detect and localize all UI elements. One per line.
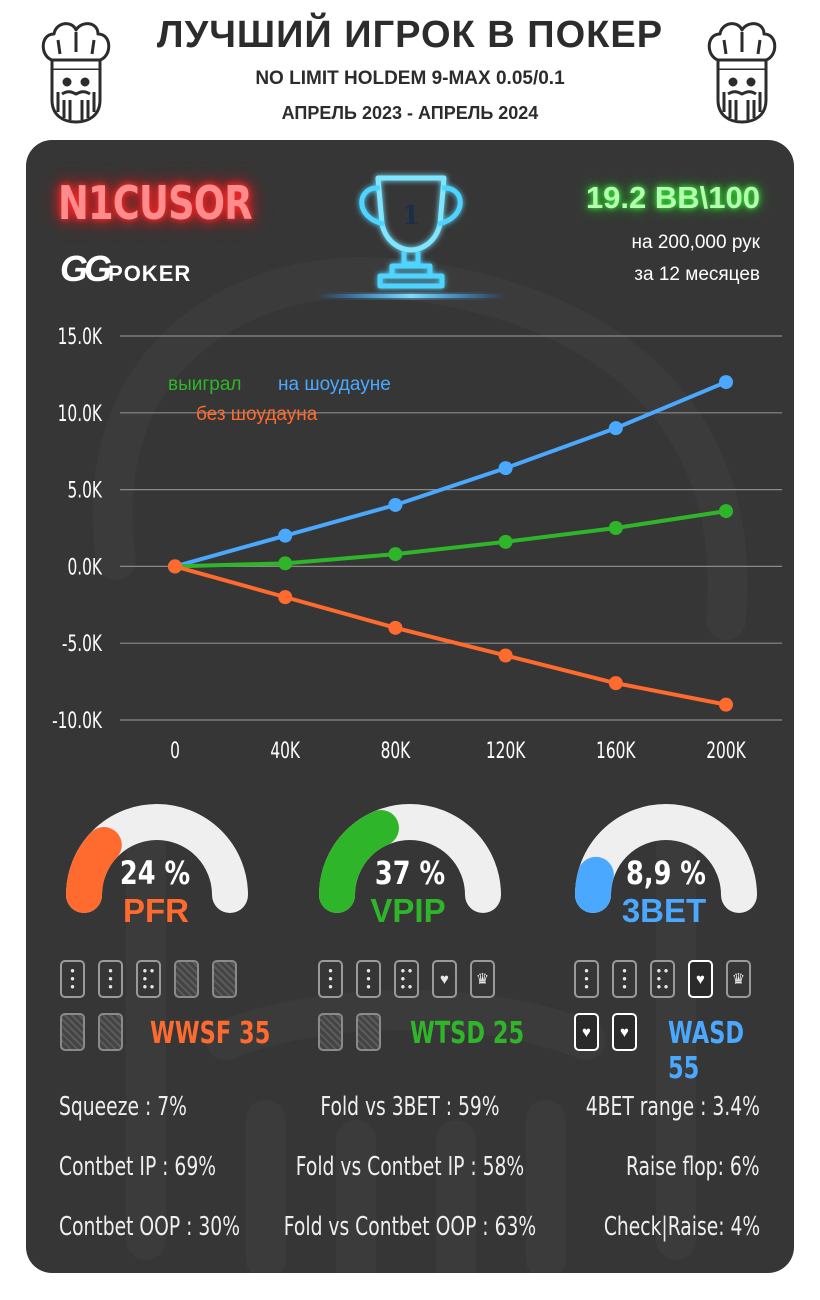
page-period: АПРЕЛЬ 2023 - АПРЕЛЬ 2024 — [281, 103, 539, 123]
stat-raise-flop: Raise flop: 6% — [626, 1152, 760, 1182]
stats-panel: N1CUSOR GGPOKER 1 19.2 BB\100 на 200,000… — [26, 140, 794, 1273]
site-logo: GGPOKER — [60, 248, 191, 290]
stat-fold-vs-contbet-oop: Fold vs Contbet OOP : 63% — [283, 1212, 537, 1242]
trophy-icon: 1 — [316, 175, 506, 298]
stat-check-raise: Check|Raise: 4% — [603, 1212, 760, 1242]
wwsf-stat: WWSF 35 — [150, 1016, 271, 1051]
data-point-won — [608, 521, 623, 535]
card-back-icon — [318, 1013, 343, 1051]
x-tick-label: 120K — [486, 738, 526, 763]
y-tick-label: 10.0K — [58, 401, 103, 426]
stat-contbet-ip: Contbet IP : 69% — [59, 1152, 217, 1182]
x-tick-label: 0 — [170, 738, 180, 763]
pfr-gauge — [66, 804, 248, 913]
data-point-non_showdown — [719, 697, 733, 712]
stat-fold-vs-3bet: Fold vs 3BET : 59% — [320, 1092, 500, 1122]
card-back-icon — [60, 1013, 85, 1051]
data-point-won — [498, 534, 513, 549]
vpip-gauge — [319, 804, 501, 913]
winnings-line-chart: 15.0K 10.0K 5.0K 0.0K -5.0K -10.0K 0 40K 80K 120K… — [52, 324, 782, 764]
stat-squeeze: Squeeze : 7% — [59, 1092, 187, 1122]
data-point-non_showdown — [278, 590, 293, 605]
card-back-icon — [212, 960, 237, 998]
card-icon: ● ● ● — [98, 960, 123, 998]
3bet-gauge — [574, 804, 757, 913]
card-back-icon — [174, 960, 199, 998]
card-back-icon — [356, 1013, 381, 1051]
heart-card-icon: ♥ — [432, 960, 457, 998]
series-line-non_showdown — [174, 564, 727, 707]
stat-contbet-oop: Contbet OOP : 30% — [59, 1212, 241, 1242]
vpip-label: VPIP — [370, 892, 446, 929]
3bet-label: 3BET — [621, 892, 707, 929]
chef-king-icon — [41, 22, 111, 124]
wasd-stat: WASD 55 — [668, 1016, 745, 1086]
player-name: N1CUSOR — [58, 176, 253, 230]
y-tick-label: -5.0K — [62, 632, 103, 657]
stat-fold-vs-contbet-ip: Fold vs Contbet IP : 58% — [295, 1152, 525, 1182]
y-tick-label: 5.0K — [67, 478, 102, 503]
legend-non-showdown: без шоудауна — [196, 404, 318, 425]
stat-4bet-range: 4BET range : 3.4% — [585, 1092, 760, 1122]
card-icon: ● ● ● — [318, 960, 343, 998]
data-point-showdown — [608, 421, 623, 436]
x-tick-label: 80K — [381, 738, 411, 763]
hands-count: на 200,000 рук — [631, 232, 760, 253]
card-icon: ● ● ● ● ● — [650, 960, 675, 998]
trophy-rank: 1 — [402, 201, 420, 231]
series-line-won — [174, 509, 727, 569]
data-point-won — [719, 504, 733, 519]
card-icon: ● ● ● ● ● — [136, 960, 161, 998]
data-point-non_showdown — [608, 676, 623, 691]
card-back-icon — [98, 1013, 123, 1051]
winrate: 19.2 BB\100 — [585, 180, 760, 215]
x-tick-label: 160K — [596, 738, 636, 763]
3bet-value: 8,9 % — [626, 854, 706, 892]
heart-card-icon: ♥ — [612, 1013, 637, 1051]
data-point-showdown — [498, 461, 513, 476]
crown-card-icon: ♛ — [470, 960, 495, 998]
site-logo-gg: GG — [60, 248, 112, 289]
y-tick-label: 0.0K — [67, 555, 102, 580]
x-tick-label: 40K — [270, 738, 300, 763]
crown-card-icon: ♛ — [726, 960, 751, 998]
site-logo-poker: POKER — [108, 261, 192, 286]
chef-king-icon — [707, 22, 777, 124]
wtsd-stat: WTSD 25 — [410, 1016, 525, 1051]
card-icon: ● ● ● — [612, 960, 637, 998]
data-point-showdown — [719, 375, 733, 390]
heart-card-icon: ♥ — [688, 960, 713, 998]
y-tick-label: 15.0K — [58, 324, 103, 349]
card-icon: ● ● ● — [60, 960, 85, 998]
legend-won: выиграл — [168, 374, 242, 395]
data-point-showdown — [388, 497, 403, 512]
card-icon: ● ● ● — [356, 960, 381, 998]
vpip-value: 37 % — [374, 854, 446, 892]
legend-showdown: на шоудауне — [278, 374, 391, 395]
series-line-showdown — [174, 380, 727, 569]
pfr-value: 24 % — [119, 854, 191, 892]
pfr-label: PFR — [123, 892, 189, 929]
period-months: за 12 месяцев — [634, 264, 760, 285]
page-title: ЛУЧШИЙ ИГРОК В ПОКЕР — [156, 14, 664, 56]
data-point-won — [278, 556, 293, 571]
data-point-showdown — [278, 528, 293, 543]
y-tick-label: -10.0K — [52, 708, 102, 733]
data-point-non_showdown — [168, 559, 182, 574]
x-tick-label: 200K — [706, 738, 746, 763]
data-point-non_showdown — [388, 620, 403, 635]
card-icon: ● ● ● ● ● — [394, 960, 419, 998]
heart-card-icon: ♥ — [574, 1013, 599, 1051]
data-point-non_showdown — [498, 648, 513, 663]
data-point-won — [388, 547, 403, 562]
page-subtitle: NO LIMIT HOLDEM 9-MAX 0.05/0.1 — [255, 68, 565, 89]
card-icon: ● ● ● — [574, 960, 599, 998]
